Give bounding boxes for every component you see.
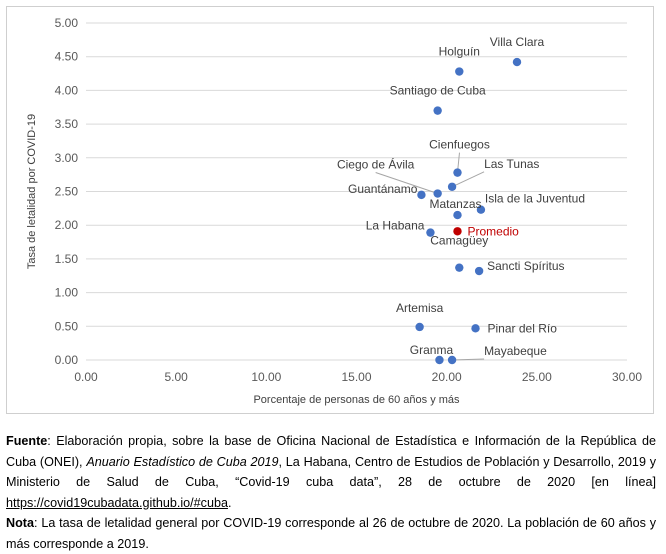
data-point (433, 106, 442, 115)
data-points (415, 57, 522, 365)
data-label: Matanzas (429, 197, 481, 211)
y-tick-label: 5.00 (55, 16, 79, 30)
y-tick-label: 3.00 (55, 151, 79, 165)
x-axis-title: Porcentaje de personas de 60 años y más (253, 394, 460, 406)
data-point (455, 263, 464, 272)
y-tick-label: 4.00 (55, 83, 79, 97)
data-label: Las Tunas (484, 157, 539, 171)
data-labels: Villa Clara Holguín Santiago de Cuba Cienfu… (337, 35, 585, 358)
chart-frame: 0.00 5.00 10.00 15.00 20.00 25.00 30.00 0.00 0.… (6, 6, 654, 414)
data-label: Pinar del Río (488, 321, 558, 335)
data-label: Camagüey (430, 234, 488, 248)
x-tick-labels: 0.00 5.00 10.00 15.00 20.00 25.00 30.00 (74, 370, 642, 384)
x-tick-label: 30.00 (612, 370, 642, 384)
leader-line (375, 172, 438, 194)
leader-line (451, 171, 485, 188)
source-publication-title: Anuario Estadístico de Cuba 2019 (86, 454, 279, 469)
data-point (453, 168, 462, 177)
data-point (447, 182, 457, 191)
data-point (455, 67, 464, 76)
y-tick-label: 2.00 (55, 218, 79, 232)
data-label: Cienfuegos (429, 138, 490, 152)
scatter-chart: 0.00 5.00 10.00 15.00 20.00 25.00 30.00 0.000.… (26, 16, 642, 406)
note-text: : La tasa de letalidad general por COVID… (6, 516, 656, 551)
data-point (471, 324, 480, 333)
data-label: Granma (410, 343, 454, 357)
grid-lines (86, 22, 627, 361)
y-tick-label: 2.50 (55, 185, 79, 199)
y-tick-label: 1.00 (55, 286, 79, 300)
data-label: Villa Clara (490, 35, 545, 49)
y-tick-label: 4.50 (55, 50, 79, 64)
y-axis-title: Tasa de letalidad por COVID-19 (26, 114, 38, 269)
source-paragraph: Fuente: Elaboración propia, sobre la bas… (6, 431, 656, 513)
data-point (433, 189, 442, 198)
data-label: Ciego de Ávila (337, 157, 415, 172)
data-point (415, 322, 424, 332)
source-label: Fuente (6, 434, 48, 448)
data-label: Guantánamo (348, 182, 418, 196)
note-label: Nota (6, 516, 34, 530)
data-label: Promedio (467, 224, 519, 238)
source-notes: Fuente: Elaboración propia, sobre la bas… (6, 431, 656, 554)
data-label: Holguín (439, 45, 480, 59)
data-point (435, 355, 444, 365)
data-point (417, 190, 426, 200)
x-tick-label: 25.00 (522, 370, 552, 384)
y-tick-label: 0.00 (55, 353, 79, 367)
y-tick-labels: 0.00 0.50 1.00 1.50 2.00 2.50 3.00 3.50 4.00 4.50… (55, 16, 79, 367)
data-point (474, 266, 484, 276)
x-tick-label: 0.00 (74, 370, 98, 384)
data-point (453, 210, 462, 220)
x-tick-label: 15.00 (341, 370, 371, 384)
y-tick-label: 1.50 (55, 252, 79, 266)
source-text: : Elaboración propia, sobre la base de O… (6, 434, 656, 469)
data-label: Mayabeque (484, 344, 547, 358)
data-label: Artemisa (396, 301, 444, 315)
data-point (476, 205, 486, 214)
x-tick-label: 20.00 (432, 370, 462, 384)
data-label: Sancti Spíritus (487, 259, 564, 273)
data-label: La Habana (366, 219, 425, 233)
data-label: Santiago de Cuba (390, 84, 486, 98)
leader-line (452, 358, 485, 361)
average-point (453, 227, 462, 236)
note-paragraph: Nota: La tasa de letalidad general por C… (6, 513, 656, 554)
data-point (512, 57, 522, 67)
y-tick-label: 3.50 (55, 117, 79, 131)
x-tick-label: 10.00 (251, 370, 281, 384)
data-point (447, 355, 457, 365)
data-point (426, 228, 435, 237)
data-label: Isla de la Juventud (485, 192, 585, 206)
y-tick-label: 0.50 (55, 319, 79, 333)
source-end: . (227, 495, 232, 510)
source-link[interactable]: https://covid19cubadata.github.io/#cuba (6, 495, 228, 510)
source-text-continued: , La Habana, Centro de Estudios de Pobla… (6, 454, 657, 490)
x-tick-label: 5.00 (164, 370, 188, 384)
